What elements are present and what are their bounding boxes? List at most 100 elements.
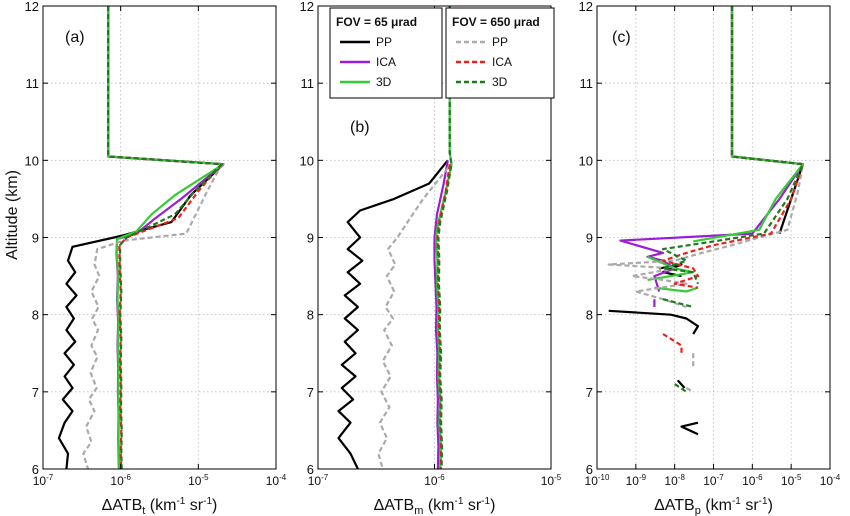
panel-3: 10-10 10-9 10-8 10-7 10-6 10-5 10-46789101112Δ… — [579, 0, 841, 516]
series-line-6 — [674, 383, 688, 393]
y-tick-label: 9 — [307, 231, 314, 246]
x-axis-label-part: (km — [145, 497, 176, 514]
legend-entry-label: ICA — [376, 55, 396, 69]
series-line-6 — [107, 6, 223, 469]
y-tick-label: 8 — [32, 308, 39, 323]
series-line-4 — [82, 6, 223, 469]
x-axis-label-part: ) — [212, 497, 217, 514]
series-group — [337, 6, 453, 469]
x-axis-label-part: p — [695, 505, 701, 516]
x-tick-exponent: -6 — [438, 473, 446, 482]
x-tick-exponent: -9 — [639, 473, 647, 482]
series-line-1 — [337, 159, 449, 469]
x-tick-exponent: -4 — [833, 473, 841, 482]
series-group — [57, 6, 225, 469]
x-tick-exponent: -8 — [678, 473, 686, 482]
panel-label: (b) — [350, 119, 370, 136]
y-tick-label: 6 — [307, 462, 314, 477]
legend-entry-label: PP — [492, 35, 508, 49]
x-axis-label-part: ΔATB — [102, 497, 143, 514]
x-tick-label: 10-6 — [110, 473, 131, 488]
x-tick-label: 10-7 — [703, 473, 724, 488]
series-line-1 — [680, 421, 699, 436]
x-axis-label-part: sr — [185, 497, 203, 514]
x-tick-exponent: -6 — [124, 473, 132, 482]
x-tick-exponent: -7 — [321, 473, 329, 482]
y-tick-label: 11 — [580, 76, 594, 91]
series-line-1 — [608, 309, 700, 335]
series-line-3 — [654, 286, 699, 293]
x-axis-label: ΔATBt (km-1 sr-1) — [102, 496, 218, 516]
x-tick-label: 10-8 — [664, 473, 685, 488]
x-tick-label: 10-4 — [820, 473, 841, 488]
x-axis-label-part: t — [142, 505, 145, 516]
y-tick-label: 7 — [586, 385, 593, 400]
y-tick-label: 6 — [586, 462, 593, 477]
x-axis-label-part: -1 — [481, 496, 490, 507]
panel-label: (c) — [612, 29, 631, 46]
x-tick-label: 10-5 — [188, 473, 209, 488]
series-line-2 — [433, 160, 449, 469]
series-line-6 — [437, 6, 453, 469]
series-line-5 — [107, 6, 223, 469]
x-axis-label: ΔATBp (km-1 sr-1) — [654, 496, 773, 516]
series-line-3 — [647, 255, 695, 281]
x-axis-label-part: ΔATB — [374, 497, 415, 514]
x-tick-exponent: -7 — [717, 473, 725, 482]
x-tick-label: 10-4 — [266, 473, 287, 488]
y-tick-label: 10 — [579, 153, 593, 168]
legend-entry-label: 3D — [376, 75, 392, 89]
y-tick-label: 10 — [300, 153, 314, 168]
series-line-4 — [685, 387, 694, 393]
y-tick-label: 9 — [586, 231, 593, 246]
x-tick-exponent: -10 — [598, 473, 610, 482]
y-tick-label: 11 — [26, 76, 40, 91]
y-tick-label: 10 — [25, 153, 39, 168]
y-tick-label: 8 — [586, 308, 593, 323]
series-line-1 — [57, 6, 225, 469]
y-tick-label: 12 — [300, 0, 314, 14]
panel-label: (a) — [65, 29, 85, 46]
y-tick-label: 6 — [32, 462, 39, 477]
x-axis-label-part: sr — [463, 497, 481, 514]
x-tick-exponent: -7 — [46, 473, 54, 482]
x-axis-label-part: -1 — [176, 496, 185, 507]
y-tick-label: 8 — [307, 308, 314, 323]
series-line-4 — [377, 167, 449, 469]
x-axis-label-part: ) — [768, 497, 773, 514]
x-axis-label-part: ) — [490, 497, 495, 514]
legend-entry-label: PP — [376, 35, 392, 49]
x-axis-label-part: -1 — [203, 496, 212, 507]
x-axis-label-part: -1 — [454, 496, 463, 507]
series-line-6 — [662, 298, 694, 309]
x-tick-label: 10-5 — [781, 473, 802, 488]
series-line-6 — [661, 6, 804, 285]
series-line-2 — [619, 6, 804, 292]
x-axis-label-part: sr — [741, 497, 759, 514]
x-axis-label-part: -1 — [732, 496, 741, 507]
series-line-1 — [676, 379, 686, 389]
x-tick-exponent: -5 — [794, 473, 802, 482]
y-tick-label: 7 — [307, 385, 314, 400]
x-tick-label: 10-6 — [742, 473, 763, 488]
legend-title: FOV = 650 μrad — [452, 15, 540, 29]
series-line-4 — [607, 6, 804, 309]
x-tick-label: 10-6 — [424, 473, 445, 488]
legend-entry-label: 3D — [492, 75, 508, 89]
series-line-3 — [107, 6, 225, 469]
x-axis-label-part: m — [414, 505, 423, 516]
x-tick-exponent: -6 — [755, 473, 763, 482]
y-axis-label: Altitude (km) — [4, 170, 21, 260]
y-tick-label: 12 — [579, 0, 593, 14]
legend-title: FOV = 65 μrad — [336, 15, 417, 29]
series-line-5 — [662, 333, 683, 354]
legend-group-1: FOV = 65 μrad PP ICA 3D — [329, 7, 443, 99]
x-tick-exponent: -5 — [554, 473, 562, 482]
x-tick-label: 10-9 — [626, 473, 647, 488]
legend-entry-label: ICA — [492, 55, 512, 69]
series-group — [607, 6, 804, 436]
x-axis-label-part: -1 — [759, 496, 768, 507]
